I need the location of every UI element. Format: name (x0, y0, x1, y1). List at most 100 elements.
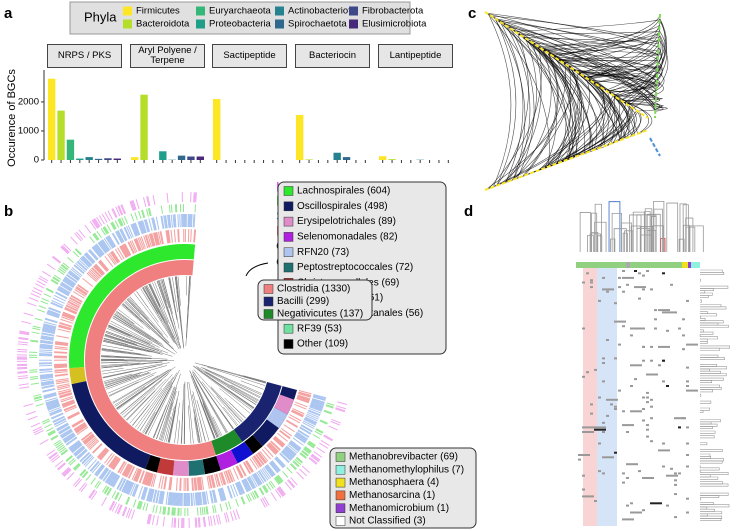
activity-stripe (274, 477, 281, 485)
heatmap-cell (666, 504, 669, 507)
activity-stripe (61, 449, 69, 456)
activity-stripe (54, 364, 68, 366)
tree-branch (219, 388, 251, 414)
heatmap-cell (686, 426, 689, 429)
activity-stripe (49, 409, 62, 416)
activity-stripe (39, 374, 53, 377)
dendrogram (700, 435, 715, 439)
activity-stripe (135, 469, 142, 482)
bar (131, 157, 139, 160)
activity-stripe (126, 481, 133, 495)
dendrogram (700, 400, 712, 404)
chord (499, 20, 659, 55)
activity-stripe (161, 215, 165, 229)
activity-stripe (53, 418, 66, 425)
activity-stripe (250, 492, 255, 501)
legend-swatch (196, 6, 205, 16)
tree-branch (189, 370, 219, 438)
activity-stripe (199, 492, 203, 506)
heatmap-cell (586, 371, 589, 374)
activity-stripe (202, 516, 205, 527)
activity-stripe (314, 430, 323, 436)
activity-stripe (212, 515, 216, 526)
dendrogram (700, 472, 729, 475)
activity-stripe (43, 392, 57, 398)
activity-stripe (248, 476, 256, 489)
activity-stripe (67, 411, 80, 419)
activity-stripe (278, 486, 286, 496)
chord (625, 103, 664, 108)
activity-stripe (87, 271, 99, 282)
activity-stripe (169, 492, 172, 506)
chord (534, 44, 580, 158)
tree-branch (101, 361, 129, 364)
activity-stripe (265, 465, 275, 477)
activity-stripe (69, 459, 77, 466)
activity-stripe (326, 402, 335, 406)
activity-stripe (76, 426, 89, 435)
activity-stripe (146, 472, 152, 486)
activity-stripe (167, 507, 170, 516)
heatmap-cell (606, 414, 609, 417)
activity-stripe (291, 410, 304, 417)
dendrogram (700, 285, 729, 289)
activity-stripe (53, 439, 61, 445)
chord (488, 14, 512, 188)
tree-branch (216, 395, 241, 424)
activity-stripe (142, 502, 146, 511)
heatmap-cell (662, 311, 674, 314)
activity-stripe (30, 382, 39, 385)
activity-stripe (79, 451, 90, 462)
activity-stripe (80, 452, 91, 463)
activity-stripe (244, 461, 253, 473)
activity-stripe (33, 396, 42, 400)
dendrogram (700, 387, 722, 390)
dendrogram (666, 202, 679, 252)
heatmap-cell (638, 470, 641, 473)
activity-stripe (205, 491, 209, 505)
activity-stripe (206, 506, 209, 515)
activity-stripe (139, 236, 145, 250)
chord (519, 34, 592, 152)
activity-stripe (290, 463, 297, 470)
activity-stripe (162, 506, 165, 515)
heatmap-cell (686, 497, 689, 500)
activity-stripe (40, 341, 54, 345)
activity-stripe (50, 279, 59, 285)
activity-stripe (194, 192, 196, 203)
activity-stripe (30, 340, 39, 343)
activity-stripe (52, 416, 66, 423)
activity-stripe (257, 470, 266, 483)
legend-swatch (349, 19, 358, 29)
activity-stripe (17, 341, 28, 344)
dendrogram (700, 373, 727, 377)
heatmap-cell (582, 281, 585, 284)
activity-stripe (63, 277, 76, 286)
activity-stripe (59, 428, 72, 437)
activity-stripe (97, 261, 108, 272)
activity-stripe (61, 245, 70, 254)
activity-stripe (142, 471, 148, 485)
activity-stripe (91, 219, 98, 229)
heatmap-cell (594, 368, 597, 371)
activity-stripe (135, 199, 140, 209)
chord (511, 66, 571, 181)
activity-stripe (145, 219, 151, 232)
legend-swatch (283, 323, 294, 334)
activity-stripe (236, 465, 243, 478)
activity-stripe (312, 396, 326, 402)
activity-stripe (50, 412, 64, 419)
activity-stripe (293, 460, 300, 467)
tree-branch (102, 370, 134, 378)
activity-stripe (57, 386, 71, 391)
tree-branch (101, 362, 141, 366)
bar (177, 155, 186, 160)
chord (538, 36, 659, 48)
tree-branch (140, 288, 175, 343)
activity-stripe (163, 476, 167, 490)
activity-stripe (122, 244, 130, 257)
activity-stripe (194, 229, 197, 243)
activity-stripe (227, 469, 234, 483)
activity-stripe (52, 415, 65, 423)
activity-stripe (100, 468, 109, 480)
